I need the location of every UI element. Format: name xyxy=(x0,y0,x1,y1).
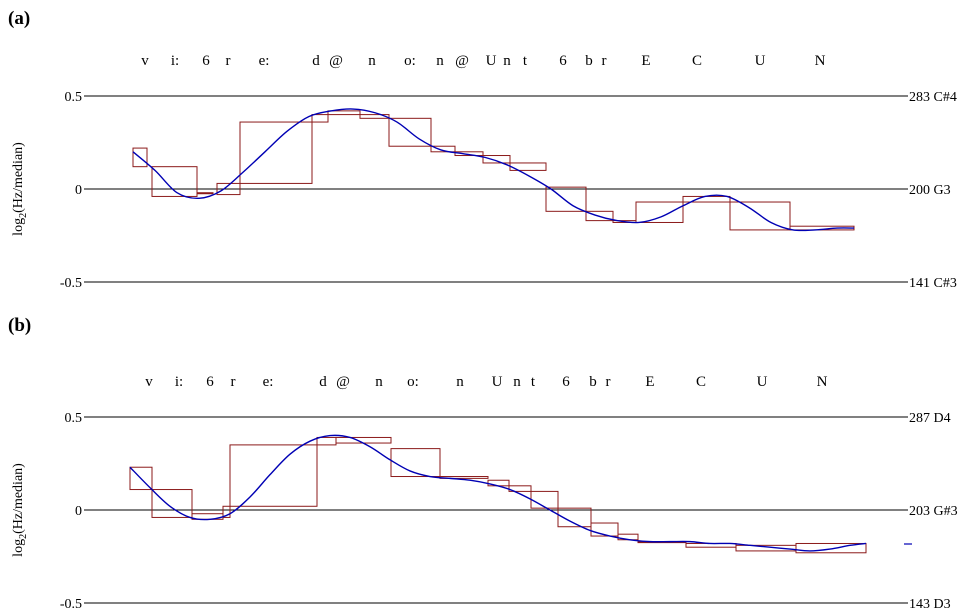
phoneme-label-a: d xyxy=(312,53,320,69)
phoneme-label-b: d xyxy=(319,374,327,390)
ytick-label-1-b: 0 xyxy=(75,504,82,519)
pitch-step-box-b xyxy=(222,505,231,518)
pitch-step-box-b xyxy=(557,507,592,528)
pitch-step-box-a xyxy=(239,121,313,184)
phoneme-label-b: E xyxy=(645,374,654,390)
pitch-step-box-a xyxy=(196,192,214,195)
ytick-label-2-b: -0.5 xyxy=(60,597,82,612)
right-pitch-label-1-a: 200 G3 xyxy=(909,183,951,198)
pitch-step-box-a xyxy=(454,151,484,157)
phoneme-label-a: U xyxy=(486,53,497,69)
pitch-step-box-b xyxy=(229,444,318,507)
panel-label-a: (a) xyxy=(8,8,30,29)
right-pitch-label-0-a: 283 C#4 xyxy=(909,90,957,105)
pitch-step-box-a xyxy=(585,210,614,222)
phoneme-label-a: n xyxy=(503,53,511,69)
pitch-step-box-b xyxy=(795,542,867,554)
ytick-label-1-a: 0 xyxy=(75,183,82,198)
right-pitch-label-1-b: 203 G#3 xyxy=(909,504,958,519)
phoneme-label-a: t xyxy=(523,53,528,69)
pitch-step-box-a xyxy=(482,155,511,164)
pitch-step-box-a xyxy=(359,114,390,119)
phoneme-label-b: C xyxy=(696,374,706,390)
pitch-step-box-b xyxy=(151,489,193,518)
chart-panel-b: (b) 0.5 287 D4 0 203 G#3 -0.5 143 D3 log2(Hz/me… xyxy=(0,307,979,614)
phoneme-label-b: r xyxy=(606,374,611,390)
pitch-step-box-a xyxy=(311,114,329,123)
phoneme-label-a: N xyxy=(815,53,826,69)
pitch-step-box-b xyxy=(590,522,619,537)
right-pitch-label-2-b: 143 D3 xyxy=(909,597,951,612)
phoneme-label-a: C xyxy=(692,53,702,69)
y-axis-label-b: log2(Hz/median) xyxy=(11,463,29,557)
pitch-step-box-a xyxy=(388,117,432,147)
pitch-step-box-a xyxy=(132,147,148,168)
phoneme-label-a: r xyxy=(226,53,231,69)
phoneme-label-a: @ xyxy=(329,53,343,69)
chart-panel-a: (a) 0.5 283 C#4 0 200 G3 -0.5 141 C#3 log2(Hz/m… xyxy=(8,8,957,291)
phoneme-label-a: v xyxy=(141,53,149,69)
y-axis-label-a: log2(Hz/median) xyxy=(11,142,29,236)
pitch-step-box-a xyxy=(430,145,456,153)
phoneme-label-a: r xyxy=(602,53,607,69)
pitch-step-box-a xyxy=(545,186,587,212)
phoneme-label-b: t xyxy=(531,374,536,390)
phoneme-label-b: n xyxy=(375,374,383,390)
ytick-label-0-a: 0.5 xyxy=(65,90,83,105)
phoneme-label-a: n xyxy=(368,53,376,69)
phoneme-label-b: @ xyxy=(336,374,350,390)
right-pitch-label-2-a: 141 C#3 xyxy=(909,276,957,291)
chart-a-svg: (a) 0.5 283 C#4 0 200 G3 -0.5 141 C#3 log2(Hz/m… xyxy=(8,8,957,291)
phoneme-label-b: 6 xyxy=(562,374,570,390)
panel-label-b: (b) xyxy=(8,315,31,336)
pitch-step-box-a xyxy=(682,195,731,203)
pitch-step-box-a xyxy=(151,166,198,197)
pitch-step-box-a xyxy=(327,110,361,116)
pitch-step-box-b xyxy=(316,436,337,446)
phoneme-label-b: v xyxy=(145,374,153,390)
chart-b-svg: (b) 0.5 287 D4 0 203 G#3 -0.5 143 D3 log2(Hz/me… xyxy=(8,315,958,612)
phoneme-label-a: @ xyxy=(455,53,469,69)
phoneme-label-b: n xyxy=(513,374,521,390)
phoneme-label-a: i: xyxy=(171,53,179,69)
phoneme-label-b: n xyxy=(456,374,464,390)
phoneme-label-b: b xyxy=(589,374,597,390)
pitch-step-box-b xyxy=(129,466,153,491)
pitch-curve-b xyxy=(129,434,867,552)
phoneme-label-a: e: xyxy=(259,53,270,69)
pitch-curve-a xyxy=(132,108,855,232)
phoneme-label-a: E xyxy=(641,53,650,69)
right-pitch-label-0-b: 287 D4 xyxy=(909,411,951,426)
pitch-step-box-b xyxy=(530,490,559,509)
pitch-step-box-b xyxy=(390,448,441,478)
phoneme-label-b: o: xyxy=(407,374,419,390)
pitch-step-box-a xyxy=(216,182,241,196)
phoneme-label-b: e: xyxy=(263,374,274,390)
phoneme-label-b: U xyxy=(492,374,503,390)
pitch-step-box-b xyxy=(487,479,510,487)
phoneme-label-b: U xyxy=(757,374,768,390)
pitch-step-box-b xyxy=(335,436,392,444)
phoneme-label-b: i: xyxy=(175,374,183,390)
pitch-step-box-a xyxy=(729,201,791,231)
pitch-step-box-a xyxy=(635,201,684,223)
ytick-label-2-a: -0.5 xyxy=(60,276,82,291)
phoneme-label-a: b xyxy=(585,53,593,69)
phoneme-label-b: r xyxy=(231,374,236,390)
ytick-label-0-b: 0.5 xyxy=(65,411,83,426)
phoneme-label-a: n xyxy=(436,53,444,69)
phoneme-label-a: 6 xyxy=(559,53,567,69)
phoneme-label-a: o: xyxy=(404,53,416,69)
phoneme-label-a: U xyxy=(755,53,766,69)
phoneme-label-a: 6 xyxy=(202,53,210,69)
phoneme-label-b: 6 xyxy=(206,374,214,390)
phoneme-label-b: N xyxy=(817,374,828,390)
